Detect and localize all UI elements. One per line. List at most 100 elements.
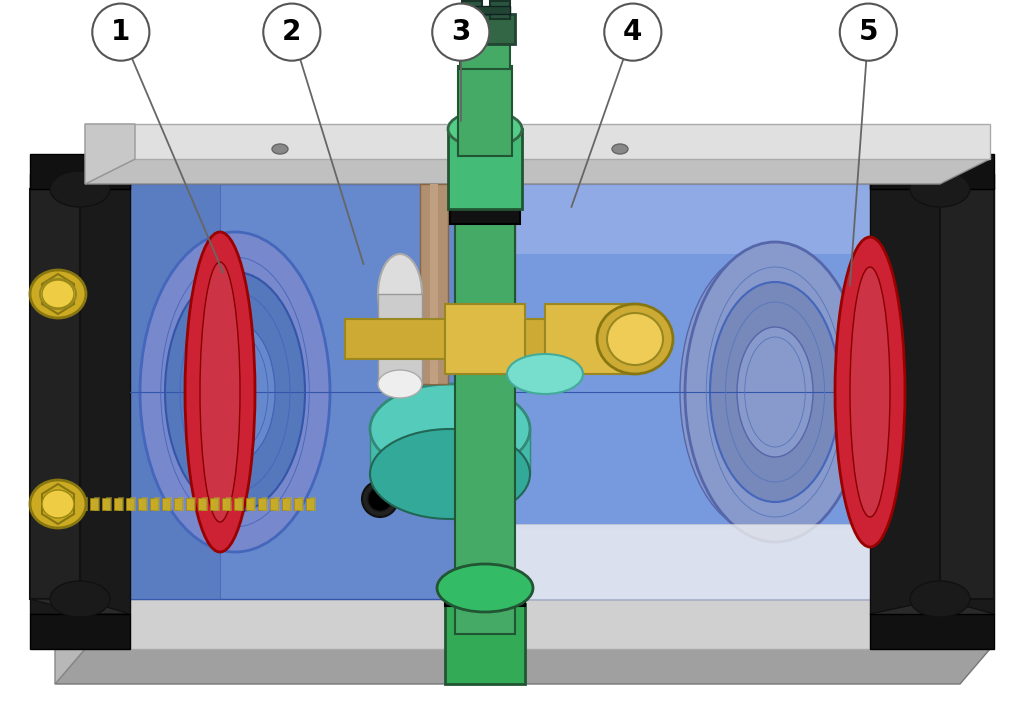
Ellipse shape [200,262,240,522]
Bar [445,304,525,374]
Ellipse shape [685,242,865,542]
Bar [445,604,525,684]
Ellipse shape [40,279,76,309]
Polygon shape [870,159,994,189]
Polygon shape [274,497,280,511]
Polygon shape [370,429,530,474]
Polygon shape [870,174,994,614]
Polygon shape [178,497,184,511]
Polygon shape [166,497,172,511]
Polygon shape [125,184,220,599]
Bar [458,6,510,14]
Ellipse shape [710,282,840,502]
Bar [455,14,515,44]
Polygon shape [142,497,148,511]
Bar [430,184,438,384]
Polygon shape [222,498,230,510]
Polygon shape [114,498,122,510]
Ellipse shape [612,144,628,154]
Polygon shape [870,614,994,649]
Ellipse shape [597,304,673,374]
Polygon shape [286,497,292,511]
Ellipse shape [507,354,583,394]
Polygon shape [82,497,88,511]
Circle shape [92,4,150,61]
Bar [455,184,515,634]
Polygon shape [150,498,158,510]
Polygon shape [510,524,874,599]
Polygon shape [282,498,290,510]
Bar [450,204,520,224]
Bar [345,319,455,359]
Ellipse shape [835,237,905,547]
Polygon shape [306,498,314,510]
Polygon shape [174,498,182,510]
Text: 3: 3 [452,18,470,46]
Polygon shape [85,599,990,649]
Polygon shape [106,497,112,511]
Ellipse shape [850,267,890,517]
Polygon shape [258,498,266,510]
Ellipse shape [50,171,110,207]
Polygon shape [94,497,100,511]
Polygon shape [30,174,130,189]
Ellipse shape [160,252,321,532]
Polygon shape [310,497,316,511]
Ellipse shape [607,313,663,365]
Polygon shape [202,497,208,511]
Polygon shape [55,599,85,684]
Polygon shape [250,497,256,511]
Circle shape [263,4,321,61]
Polygon shape [30,599,130,614]
Polygon shape [870,599,994,649]
Polygon shape [162,498,170,510]
Polygon shape [940,189,994,599]
Ellipse shape [378,254,422,334]
Polygon shape [126,498,134,510]
Polygon shape [30,154,130,189]
Polygon shape [198,498,206,510]
Polygon shape [102,498,110,510]
Bar [545,304,635,374]
Polygon shape [270,498,278,510]
Polygon shape [246,498,254,510]
Polygon shape [118,497,124,511]
Polygon shape [30,614,130,649]
Polygon shape [138,498,146,510]
Polygon shape [90,498,98,510]
Ellipse shape [378,370,422,398]
Bar [510,319,620,359]
Ellipse shape [272,144,288,154]
Polygon shape [210,498,218,510]
Polygon shape [55,649,990,684]
Circle shape [604,4,662,61]
Polygon shape [85,124,135,184]
Polygon shape [238,497,244,511]
Bar [378,294,422,384]
Polygon shape [510,184,874,254]
Ellipse shape [680,252,840,532]
Ellipse shape [42,280,74,308]
Polygon shape [30,174,130,614]
Ellipse shape [42,490,74,518]
Circle shape [840,4,897,61]
Ellipse shape [195,322,275,462]
Polygon shape [234,498,242,510]
Polygon shape [294,498,302,510]
Ellipse shape [165,272,305,512]
Ellipse shape [185,232,255,552]
Ellipse shape [50,581,110,617]
Polygon shape [190,497,196,511]
Polygon shape [186,498,194,510]
Text: 1: 1 [112,18,130,46]
Polygon shape [510,184,874,599]
Bar [420,184,449,384]
Bar [458,66,512,156]
Polygon shape [130,497,136,511]
Bar [490,1,510,19]
Ellipse shape [30,270,86,318]
Text: 5: 5 [858,18,879,46]
Bar [462,1,482,19]
Ellipse shape [437,564,534,612]
Polygon shape [85,124,990,159]
